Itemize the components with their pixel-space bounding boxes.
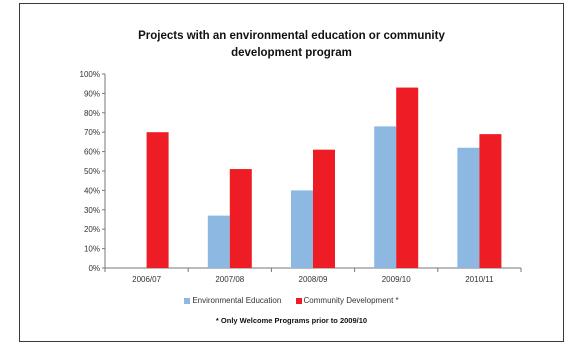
- x-tick-label: 2010/11: [465, 275, 494, 284]
- y-tick-label: 20%: [84, 225, 100, 234]
- x-tick-label: 2009/10: [382, 275, 411, 284]
- chart-title-line-1: Projects with an environmental education…: [138, 30, 445, 42]
- bar-environmental-education-2007-08: [207, 215, 230, 268]
- legend-label-community-development: Community Development *: [303, 296, 399, 305]
- legend-swatch-environmental-education: [184, 297, 191, 304]
- y-tick-label: 100%: [80, 70, 100, 79]
- y-tick-label: 80%: [84, 109, 100, 118]
- bar-environmental-education-2009-10: [374, 126, 397, 268]
- legend-item-environmental-education: Environmental Education: [184, 296, 281, 305]
- y-tick-label: 70%: [84, 128, 100, 137]
- x-tick-label: 2007/08: [215, 275, 244, 284]
- y-tick-label: 0%: [88, 264, 100, 273]
- y-tick-label: 40%: [84, 186, 100, 195]
- bar-community-development-2009-10: [396, 87, 419, 268]
- y-tick-label: 50%: [84, 167, 100, 176]
- bar-environmental-education-2010-11: [457, 147, 480, 268]
- footnote: * Only Welcome Programs prior to 2009/10: [215, 316, 368, 325]
- x-tick-label: 2008/09: [299, 275, 328, 284]
- bar-community-development-2006-07: [146, 132, 169, 268]
- bar-community-development-2008-09: [313, 149, 335, 268]
- legend-label-environmental-education: Environmental Education: [192, 296, 282, 305]
- chart-title-line-2: development program: [231, 47, 352, 59]
- y-tick-label: 30%: [84, 206, 100, 215]
- bar-environmental-education-2008-09: [291, 190, 313, 268]
- legend: Environmental Education Community Develo…: [19, 296, 564, 306]
- bar-community-development-2010-11: [479, 134, 502, 268]
- legend-swatch-community-development: [295, 297, 302, 304]
- chart-title: Projects with an environmental education…: [19, 28, 564, 62]
- legend-item-community-development: Community Development *: [295, 296, 399, 305]
- y-tick-label: 60%: [84, 148, 100, 157]
- y-tick-label: 90%: [84, 89, 100, 98]
- x-tick-label: 2006/07: [132, 275, 161, 284]
- bar-community-development-2007-08: [229, 169, 252, 268]
- y-tick-label: 10%: [84, 245, 100, 254]
